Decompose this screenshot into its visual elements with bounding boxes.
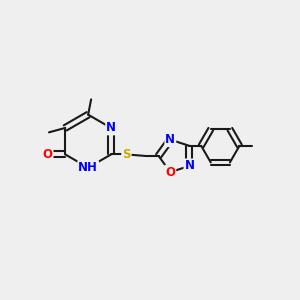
- Text: O: O: [43, 148, 52, 161]
- Text: O: O: [165, 166, 175, 178]
- Text: N: N: [106, 122, 116, 134]
- Text: N: N: [165, 133, 175, 146]
- Text: N: N: [184, 159, 194, 172]
- Text: NH: NH: [78, 161, 98, 174]
- Text: S: S: [122, 148, 131, 161]
